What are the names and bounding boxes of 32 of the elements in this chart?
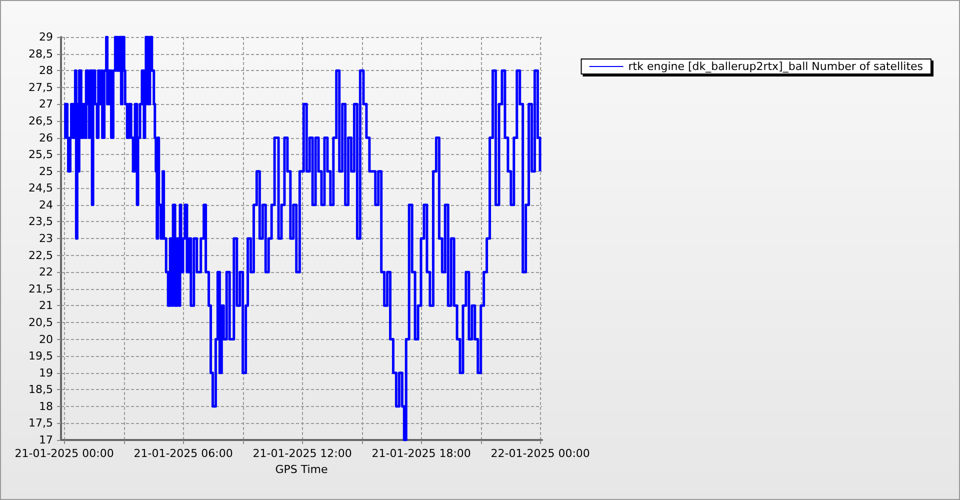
- y-tick-label: 18,5: [28, 383, 53, 396]
- x-tick-label: 21-01-2025 06:00: [134, 447, 233, 460]
- y-tick-label: 18: [39, 400, 53, 413]
- y-tick-label: 26,5: [28, 114, 53, 128]
- y-tick-label: 23: [39, 232, 53, 245]
- y-tick-label: 17: [39, 434, 53, 446]
- y-tick-label: 24: [39, 198, 53, 212]
- y-tick-label: 20: [39, 332, 53, 346]
- y-tick-label: 26: [39, 131, 53, 144]
- y-tick-label: 22,5: [28, 248, 53, 262]
- y-tick-label: 22: [39, 266, 53, 279]
- x-tick-label: 22-01-2025 00:00: [490, 447, 590, 460]
- y-tick-label: 25: [39, 164, 53, 178]
- x-tick-label: 21-01-2025 12:00: [252, 447, 352, 460]
- y-tick-label: 20,5: [28, 316, 53, 329]
- y-tick-label: 24,5: [28, 182, 53, 195]
- y-tick-label: 29: [39, 30, 53, 44]
- y-tick-label: 28,5: [28, 47, 53, 60]
- legend-label: rtk engine [dk_ballerup2rtx]_ball Number of satellites: [628, 60, 924, 73]
- y-tick-label: 21: [39, 299, 53, 312]
- y-tick-label: 23,5: [28, 215, 53, 228]
- y-tick-label: 21,5: [28, 282, 53, 296]
- y-tick-label: 27,5: [28, 80, 53, 94]
- x-tick-label: 21-01-2025 18:00: [372, 447, 471, 460]
- y-tick-label: 17,5: [28, 416, 53, 430]
- y-tick-label: 25,5: [28, 148, 53, 162]
- x-tick-label: 21-01-2025 00:00: [14, 447, 114, 460]
- y-tick-label: 19,5: [28, 350, 53, 363]
- y-tick-label: 27: [39, 98, 53, 111]
- y-tick-label: 19: [39, 366, 53, 380]
- y-tick-label: 28: [39, 64, 53, 78]
- x-axis-title: GPS Time: [275, 462, 328, 476]
